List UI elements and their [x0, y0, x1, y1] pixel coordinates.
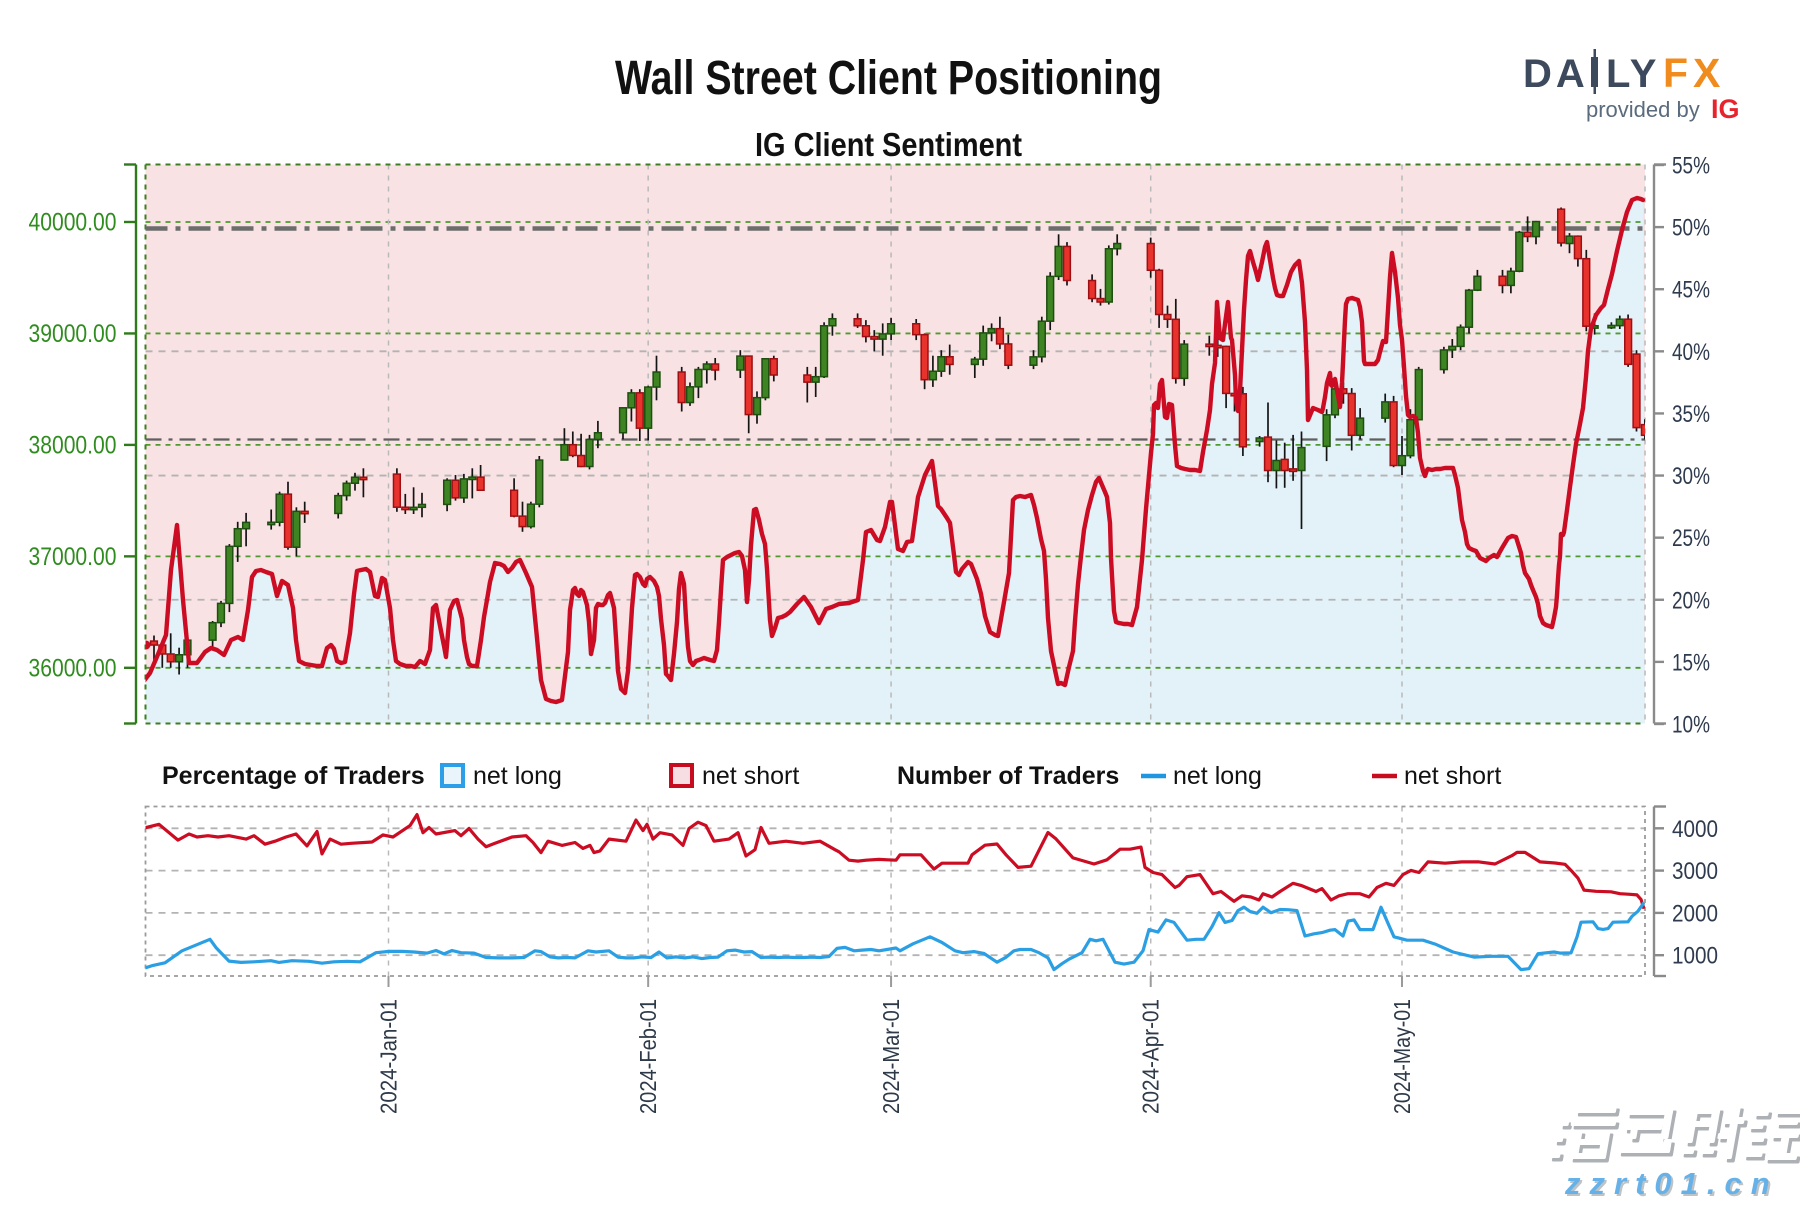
svg-text:Wall Street Client Positioning: Wall Street Client Positioning	[615, 52, 1162, 105]
svg-text:net short: net short	[1404, 762, 1501, 790]
svg-text:LY: LY	[1606, 52, 1659, 96]
svg-text:net long: net long	[1173, 762, 1262, 790]
svg-text:30%: 30%	[1672, 463, 1710, 490]
svg-text:DA: DA	[1523, 52, 1589, 96]
svg-text:55%: 55%	[1672, 153, 1710, 180]
svg-text:zzrt01.cn: zzrt01.cn	[1566, 1168, 1781, 1200]
svg-text:39000.00: 39000.00	[29, 320, 117, 348]
svg-text:40%: 40%	[1672, 339, 1710, 366]
svg-text:38000.00: 38000.00	[29, 431, 117, 459]
svg-text:40000.00: 40000.00	[29, 209, 117, 237]
svg-text:2024-May-01: 2024-May-01	[1389, 999, 1415, 1114]
svg-text:2024-Apr-01: 2024-Apr-01	[1138, 999, 1164, 1114]
svg-text:FX: FX	[1663, 50, 1725, 96]
svg-text:45%: 45%	[1672, 277, 1710, 304]
svg-text:IG: IG	[1711, 94, 1740, 124]
svg-text:35%: 35%	[1672, 401, 1710, 428]
svg-text:2024-Feb-01: 2024-Feb-01	[635, 999, 661, 1114]
svg-text:36000.00: 36000.00	[29, 654, 117, 682]
svg-text:4000: 4000	[1672, 816, 1718, 843]
svg-text:2024-Jan-01: 2024-Jan-01	[376, 999, 402, 1114]
svg-text:10%: 10%	[1672, 712, 1710, 739]
svg-text:1000: 1000	[1672, 943, 1718, 970]
svg-text:25%: 25%	[1672, 525, 1710, 552]
svg-text:37000.00: 37000.00	[29, 543, 117, 571]
svg-text:provided by: provided by	[1586, 97, 1700, 122]
svg-text:2024-Mar-01: 2024-Mar-01	[878, 999, 904, 1114]
svg-text:net long: net long	[473, 762, 562, 790]
svg-text:zzrt01.cn: zzrt01.cn	[1564, 1166, 1779, 1200]
svg-text:15%: 15%	[1672, 649, 1710, 676]
svg-text:2000: 2000	[1672, 900, 1718, 927]
svg-text:net short: net short	[702, 762, 799, 790]
svg-text:20%: 20%	[1672, 587, 1710, 614]
svg-text:IG Client Sentiment: IG Client Sentiment	[755, 126, 1022, 163]
svg-text:Percentage of Traders: Percentage of Traders	[162, 762, 425, 790]
svg-text:3000: 3000	[1672, 858, 1718, 885]
svg-text:50%: 50%	[1672, 215, 1710, 242]
svg-text:Number of Traders: Number of Traders	[897, 762, 1119, 790]
